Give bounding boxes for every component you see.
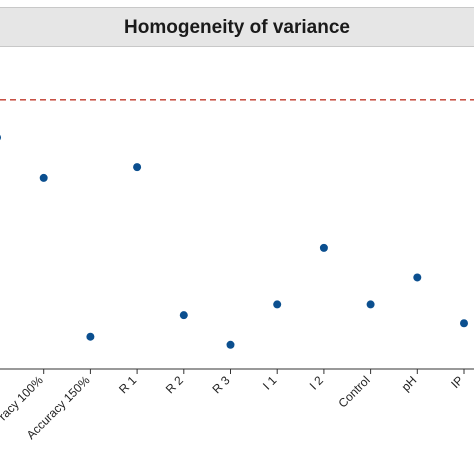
data-point: [413, 273, 422, 282]
x-tick-label: R 1: [116, 373, 139, 396]
chart-title: Homogeneity of variance: [124, 17, 350, 38]
data-point: [226, 340, 235, 349]
data-point: [86, 332, 95, 341]
title-bar: Homogeneity of variance: [0, 7, 474, 47]
x-tick-label: I 1: [260, 373, 280, 393]
data-point: [39, 173, 48, 182]
x-tick-label: R 2: [163, 373, 186, 396]
data-point: [319, 243, 328, 252]
data-point: [273, 300, 282, 309]
x-tick-label: Control: [335, 373, 372, 410]
x-tick-label: pH: [399, 373, 420, 394]
data-point: [179, 311, 188, 320]
x-tick-label: I 2: [307, 373, 327, 393]
x-tick-label: R 3: [210, 373, 233, 396]
data-point: [133, 163, 142, 172]
data-point: [366, 300, 375, 309]
data-point: [460, 319, 468, 328]
x-tick-label: IP: [448, 373, 466, 391]
data-point: [0, 134, 1, 141]
